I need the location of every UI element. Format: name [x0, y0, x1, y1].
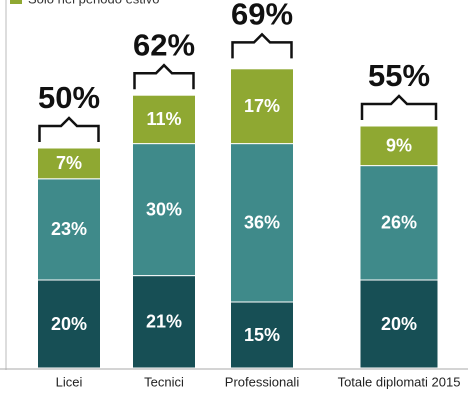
bar-segment	[37, 279, 101, 369]
bar-segment	[132, 275, 196, 369]
total-brace	[38, 116, 100, 142]
value-label: 17%	[244, 96, 280, 116]
value-label: 20%	[51, 314, 87, 334]
x-tick-label: Licei	[56, 374, 83, 389]
value-label: 9%	[386, 136, 412, 156]
bar-segment	[230, 301, 294, 369]
bar-segment	[132, 143, 196, 277]
value-label: 23%	[51, 219, 87, 239]
bar-segment	[37, 147, 101, 180]
total-label: 55%	[368, 58, 430, 93]
value-label: 20%	[381, 314, 417, 334]
x-tick-label: Professionali	[225, 374, 300, 389]
total-brace	[133, 63, 195, 90]
bar-segment	[230, 143, 294, 303]
total-label: 50%	[38, 80, 100, 115]
x-tick-label: Tecnici	[144, 374, 184, 389]
value-label: 30%	[146, 199, 182, 219]
value-label: 36%	[244, 213, 280, 233]
total-label: 62%	[133, 27, 195, 62]
value-label: 26%	[381, 213, 417, 233]
total-brace	[231, 32, 293, 59]
total-brace	[360, 94, 438, 120]
value-label: 21%	[146, 312, 182, 332]
bar-segment	[230, 68, 294, 145]
x-tick-label: Totale diplomati 2015	[338, 374, 461, 389]
total-label: 69%	[231, 0, 293, 32]
legend-swatch	[10, 0, 22, 4]
bar-segment	[359, 125, 439, 167]
value-label: 15%	[244, 325, 280, 345]
bar-segment	[359, 165, 439, 281]
value-label: 7%	[56, 153, 82, 173]
value-label: 11%	[146, 109, 181, 129]
bar-segment	[132, 94, 196, 145]
legend-label: Solo nel periodo estivo	[28, 0, 160, 6]
